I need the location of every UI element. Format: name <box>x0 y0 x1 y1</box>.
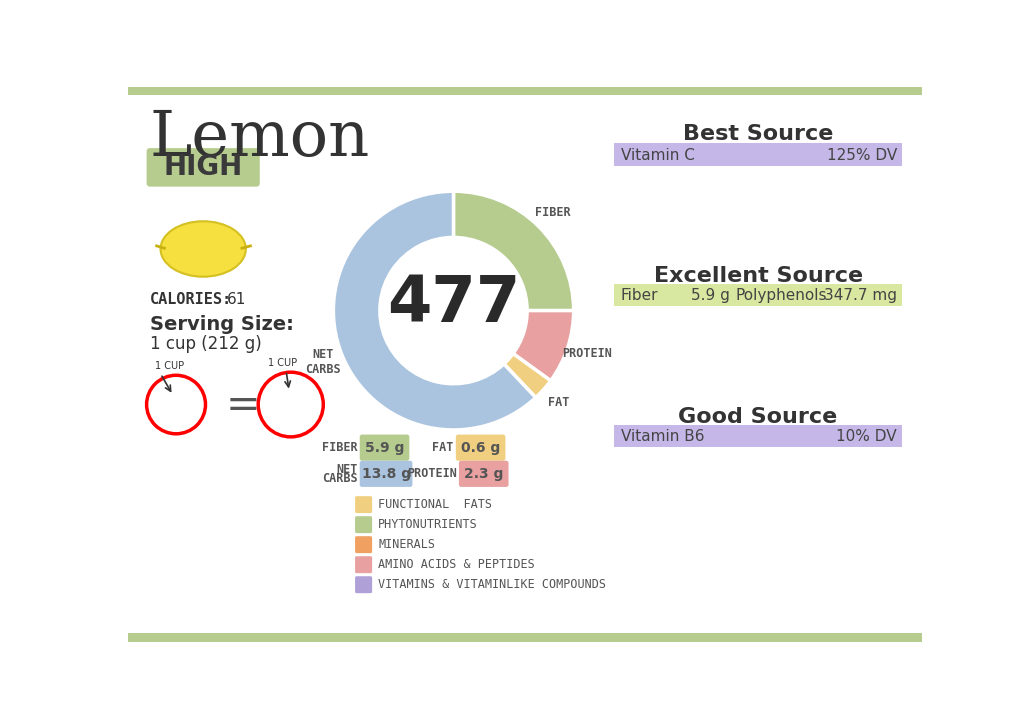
Text: Polyphenols: Polyphenols <box>735 288 826 303</box>
Text: NET: NET <box>336 463 357 476</box>
Wedge shape <box>504 353 551 397</box>
Text: NET
CARBS: NET CARBS <box>305 348 341 376</box>
FancyBboxPatch shape <box>128 87 922 95</box>
Text: HIGH: HIGH <box>164 154 243 182</box>
FancyBboxPatch shape <box>146 148 260 187</box>
Text: 125% DV: 125% DV <box>826 148 897 162</box>
Text: 5.9 g: 5.9 g <box>690 288 729 303</box>
Text: CALORIES:: CALORIES: <box>150 292 231 307</box>
Wedge shape <box>334 191 536 430</box>
FancyBboxPatch shape <box>359 461 413 487</box>
Text: PROTEIN: PROTEIN <box>562 347 612 360</box>
FancyBboxPatch shape <box>355 556 372 573</box>
Text: Lemon: Lemon <box>150 108 370 169</box>
Text: Serving Size:: Serving Size: <box>150 315 294 335</box>
Text: FIBER: FIBER <box>322 441 357 454</box>
Wedge shape <box>454 191 573 311</box>
Text: FUNCTIONAL  FATS: FUNCTIONAL FATS <box>378 498 493 511</box>
Text: Best Source: Best Source <box>683 124 834 144</box>
Text: 1 CUP: 1 CUP <box>155 360 184 371</box>
Text: CARBS: CARBS <box>322 472 357 485</box>
Text: Vitamin B6: Vitamin B6 <box>621 428 705 443</box>
Text: Fiber: Fiber <box>621 288 658 303</box>
FancyBboxPatch shape <box>355 516 372 533</box>
FancyBboxPatch shape <box>355 496 372 513</box>
Ellipse shape <box>161 221 246 277</box>
Text: VITAMINS & VITAMINLIKE COMPOUNDS: VITAMINS & VITAMINLIKE COMPOUNDS <box>378 578 606 591</box>
Text: 13.8 g: 13.8 g <box>361 466 411 481</box>
FancyBboxPatch shape <box>355 536 372 553</box>
FancyBboxPatch shape <box>456 435 506 461</box>
FancyBboxPatch shape <box>459 461 509 487</box>
Text: 10% DV: 10% DV <box>837 428 897 443</box>
FancyBboxPatch shape <box>614 425 902 447</box>
Text: 477: 477 <box>387 273 520 335</box>
Text: =: = <box>225 384 260 425</box>
FancyBboxPatch shape <box>128 633 922 642</box>
FancyBboxPatch shape <box>614 283 902 306</box>
Text: FIBER: FIBER <box>535 205 570 218</box>
Text: AMINO ACIDS & PEPTIDES: AMINO ACIDS & PEPTIDES <box>378 558 536 571</box>
Text: MINERALS: MINERALS <box>378 538 435 551</box>
Text: 1 CUP: 1 CUP <box>268 358 298 368</box>
Text: FAT: FAT <box>432 441 454 454</box>
Text: FAT: FAT <box>548 397 569 410</box>
FancyBboxPatch shape <box>359 435 410 461</box>
Text: 61: 61 <box>227 292 247 307</box>
Text: PHYTONUTRIENTS: PHYTONUTRIENTS <box>378 518 478 531</box>
Wedge shape <box>513 311 573 381</box>
FancyBboxPatch shape <box>355 576 372 593</box>
Text: 347.7 mg: 347.7 mg <box>823 288 897 303</box>
Text: 2.3 g: 2.3 g <box>464 466 504 481</box>
Text: Good Source: Good Source <box>679 407 838 427</box>
Text: 1 cup (212 g): 1 cup (212 g) <box>150 335 261 353</box>
Text: 5.9 g: 5.9 g <box>365 441 404 455</box>
Text: 0.6 g: 0.6 g <box>461 441 501 455</box>
Text: PROTEIN: PROTEIN <box>407 467 457 480</box>
FancyBboxPatch shape <box>614 143 902 166</box>
Text: Vitamin C: Vitamin C <box>621 148 694 162</box>
Text: Excellent Source: Excellent Source <box>653 266 862 286</box>
